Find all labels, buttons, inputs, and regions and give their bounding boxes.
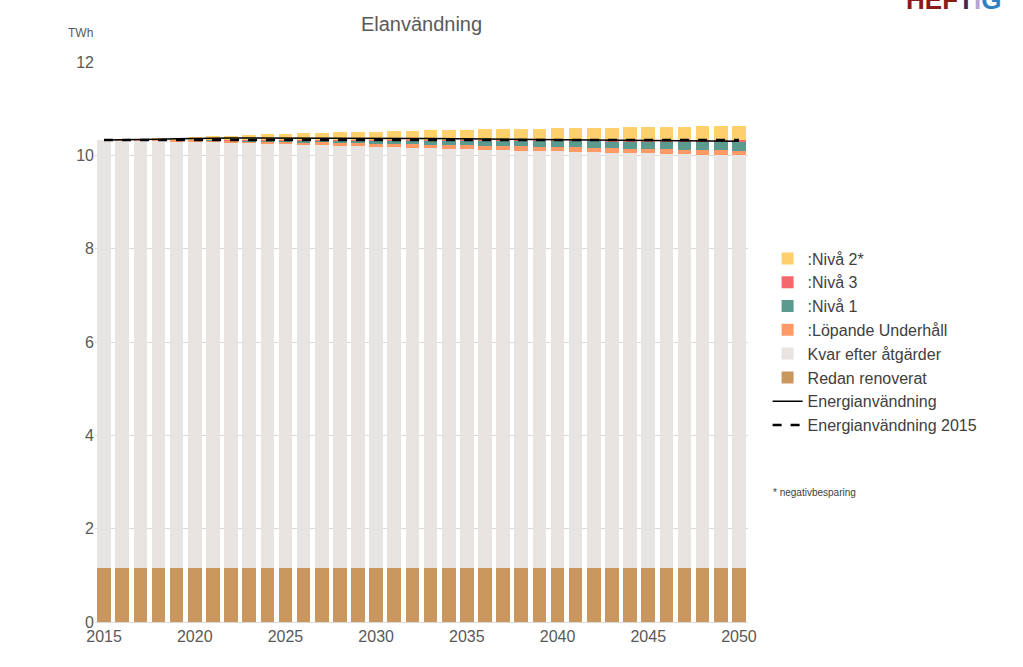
svg-text::Löpande Underhåll: :Löpande Underhåll — [808, 322, 948, 339]
svg-text:Kvar efter åtgärder: Kvar efter åtgärder — [808, 346, 942, 363]
svg-text:2030: 2030 — [358, 628, 394, 645]
svg-text:2015: 2015 — [86, 628, 122, 645]
svg-text:2040: 2040 — [540, 628, 576, 645]
svg-text:12: 12 — [76, 54, 94, 71]
svg-text::Nivå 3: :Nivå 3 — [808, 274, 858, 291]
svg-text::Nivå 1: :Nivå 1 — [808, 298, 858, 315]
svg-text:10: 10 — [76, 147, 94, 164]
svg-text:2035: 2035 — [449, 628, 485, 645]
svg-text:2045: 2045 — [630, 628, 666, 645]
svg-text:Redan renoverat: Redan renoverat — [808, 370, 928, 387]
svg-text:Energianvändning: Energianvändning — [808, 393, 937, 410]
svg-text:2: 2 — [85, 520, 94, 537]
svg-text:6: 6 — [85, 334, 94, 351]
svg-text:2025: 2025 — [268, 628, 304, 645]
svg-text:TWh: TWh — [68, 26, 93, 40]
svg-text:2050: 2050 — [721, 628, 757, 645]
svg-text:8: 8 — [85, 240, 94, 257]
svg-text:4: 4 — [85, 427, 94, 444]
svg-text:* negativbesparing: * negativbesparing — [773, 487, 856, 498]
svg-text:2020: 2020 — [177, 628, 213, 645]
svg-text::Nivå 2*: :Nivå 2* — [808, 251, 864, 268]
svg-text:Energianvändning 2015: Energianvändning 2015 — [808, 417, 977, 434]
svg-text:HEFTIG: HEFTIG — [906, 0, 1001, 15]
svg-text:0: 0 — [85, 614, 94, 631]
svg-text:Elanvändning: Elanvändning — [361, 13, 482, 35]
